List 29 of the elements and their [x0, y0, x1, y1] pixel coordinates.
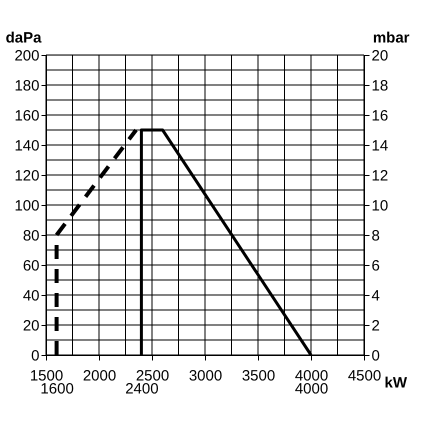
y-tick-label: 0: [31, 348, 40, 364]
y-tick-label: 100: [14, 198, 40, 214]
x-tick-label: 4500: [348, 368, 382, 384]
y-tick-label: 60: [22, 258, 40, 274]
y-tick-label: 40: [22, 288, 40, 304]
y2-tick-label: 10: [372, 198, 388, 214]
y2-tick-label: 4: [372, 288, 380, 304]
y-tick-label: 200: [14, 48, 40, 64]
y2-tick-label: 2: [372, 318, 380, 334]
y-tick-label: 120: [14, 168, 40, 184]
y-axis-title: daPa: [6, 30, 42, 46]
y2-tick-label: 6: [372, 258, 380, 274]
x-tick-label: 3500: [242, 368, 276, 384]
y-tick-label: 140: [14, 138, 40, 154]
y2-tick-label: 18: [372, 78, 388, 94]
y2-axis-title: mbar: [372, 30, 410, 46]
y2-tick-label: 20: [372, 48, 388, 64]
y-tick-label: 20: [22, 318, 40, 334]
x-tick-label: 2000: [82, 368, 116, 384]
y2-tick-label: 14: [372, 138, 388, 154]
y2-tick-label: 0: [372, 348, 380, 364]
y2-tick-label: 8: [372, 228, 380, 244]
y-tick-label: 160: [14, 108, 40, 124]
y2-tick-label: 12: [372, 168, 388, 184]
y-tick-label: 80: [22, 228, 40, 244]
x-tick-label: 3000: [188, 368, 222, 384]
x-axis-title: kW: [384, 374, 408, 392]
y-tick-label: 180: [14, 78, 40, 94]
y2-tick-label: 16: [372, 108, 388, 124]
